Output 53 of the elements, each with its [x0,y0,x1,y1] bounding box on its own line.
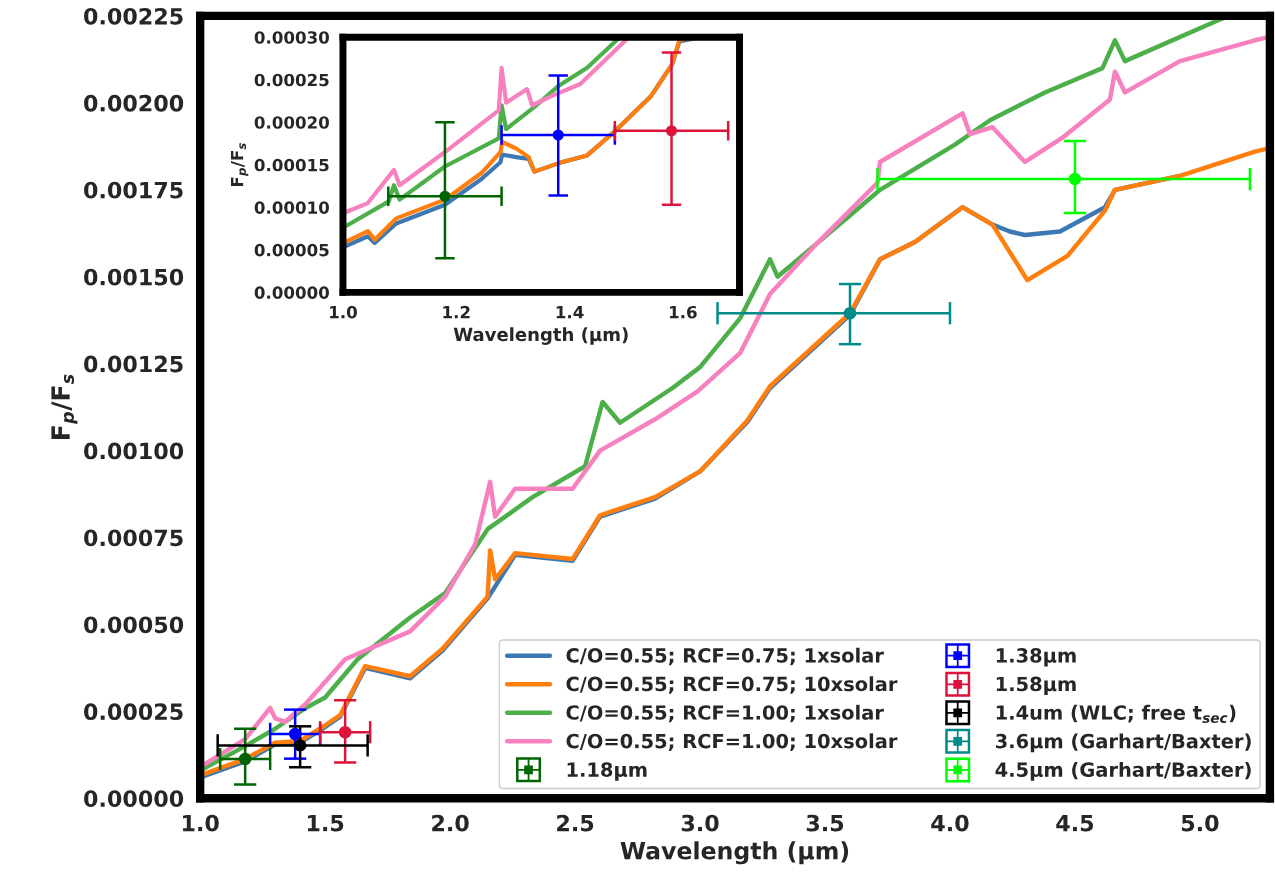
point [552,129,564,141]
x-tick-label: 3.0 [681,814,719,832]
y-tick-label: 0.00150 [84,268,184,286]
point [238,752,252,766]
y-tick-label: 0.00075 [84,529,183,547]
y-tick-label: 0.00100 [84,442,184,460]
y-tick-label: 0.00050 [84,616,184,634]
x-tick-label: 4.0 [931,814,969,832]
y-tick-label: 0.00030 [254,31,329,44]
x-tick-label: 5.0 [1181,814,1219,832]
y-axis-title: F$_{p}$/F$_{s}$ [51,374,78,439]
legend-label: 1.38μm [996,648,1076,667]
y-tick-label: 0.00015 [254,158,329,172]
x-tick-label: 1.2 [443,305,470,319]
legend-label: 3.6μm (Garhart/Baxter) [995,733,1251,753]
x-axis-title: Wavelength (μm) [620,841,849,865]
y-tick-label: 0.00005 [254,243,329,257]
y-tick-label: 0.00175 [84,181,183,199]
y-tick-label: 0.00000 [254,286,329,299]
y-tick-label: 0.00225 [84,7,183,25]
y-tick-label: 0.00000 [84,790,184,808]
x-tick-label: 1.0 [183,814,219,832]
y-tick-label: 0.00125 [84,355,183,373]
y-tick-label: 0.00025 [254,73,329,87]
legend-label: 1.58μm [996,676,1076,696]
point [338,725,352,739]
x-axis-title: Wavelength (μm) [453,327,628,345]
x-tick-label: 2.0 [432,814,469,832]
legend-label: 1.18μm [567,762,647,781]
x-tick-label: 2.5 [557,814,594,832]
legend-label: C/O=0.55; RCF=0.75; 1xsolar [566,647,884,666]
point [293,739,307,752]
y-tick-label: 0.00020 [254,116,329,129]
x-tick-label: 3.5 [806,814,844,832]
legend-label: 1.4um (WLC; free t$_{sec}$) [996,704,1236,723]
y-axis-title: F$_{p}$/F$_{s}$ [230,143,249,187]
legend-label: C/O=0.55; RCF=0.75; 10xsolar [566,676,898,694]
x-tick-label: 1.6 [669,305,697,319]
legend-label: 4.5μm (Garhart/Baxter) [995,761,1251,781]
y-tick-label: 0.00010 [254,201,329,214]
x-tick-label: 1.4 [556,306,584,319]
point [288,727,302,741]
legend-label: C/O=0.55; RCF=1.00; 10xsolar [566,733,898,751]
point [665,125,678,137]
point [843,306,857,320]
x-tick-label: 1.0 [330,305,357,319]
x-tick-label: 4.5 [1056,814,1094,832]
y-tick-label: 0.00025 [84,703,183,721]
y-tick-label: 0.00200 [84,94,184,112]
point [1068,172,1082,186]
legend-label: C/O=0.55; RCF=1.00; 1xsolar [566,704,884,723]
x-tick-label: 1.5 [307,814,344,832]
point [439,190,451,202]
